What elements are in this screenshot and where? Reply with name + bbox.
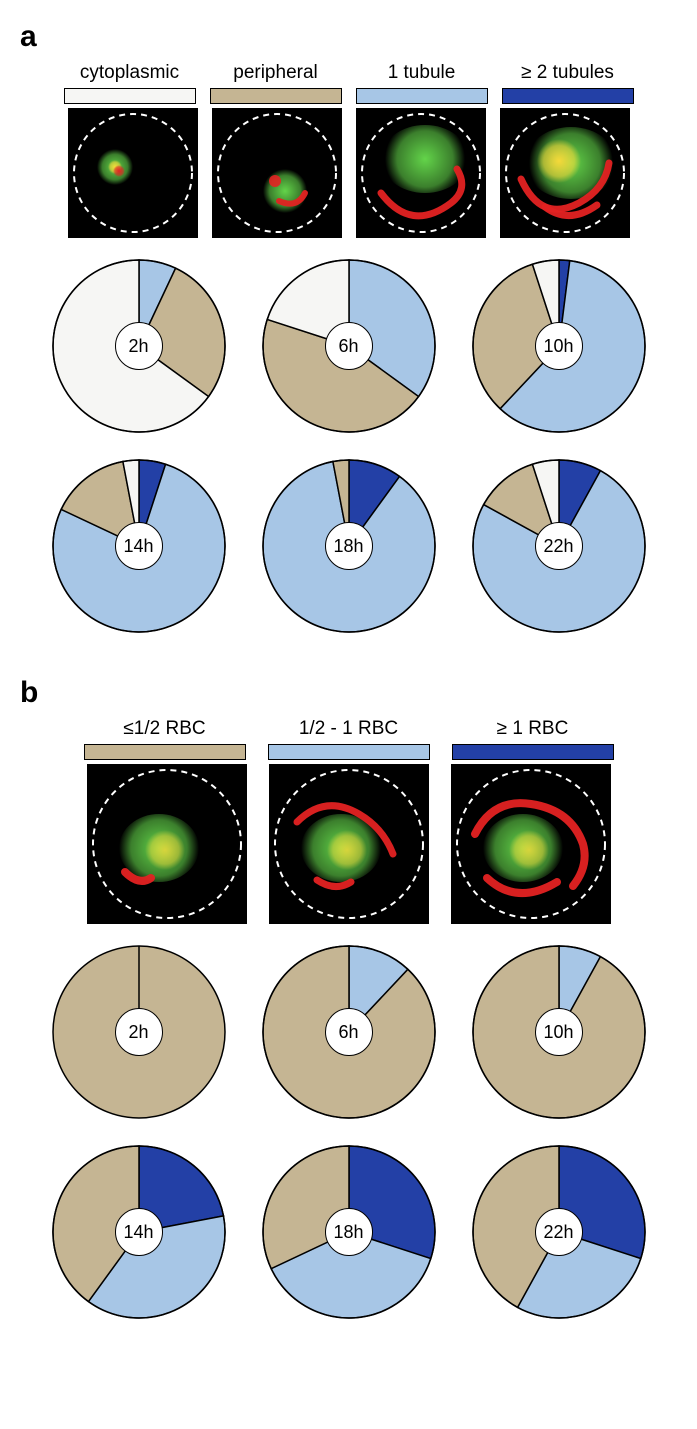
pie-label: 6h (325, 1008, 373, 1056)
legend-label: 1/2 - 1 RBC (299, 718, 398, 740)
microscopy-thumb (451, 764, 611, 924)
pie-label: 2h (115, 322, 163, 370)
pie-chart: 18h (259, 456, 439, 636)
pie-chart: 2h (49, 942, 229, 1122)
legend-swatch (64, 88, 196, 104)
microscopy-thumb (87, 764, 247, 924)
pie-chart: 6h (259, 256, 439, 436)
microscopy-thumb (356, 108, 486, 238)
pie-label: 14h (115, 522, 163, 570)
legend-label: ≤1/2 RBC (123, 718, 205, 740)
pie-label: 14h (115, 1208, 163, 1256)
legend-label: ≥ 1 RBC (497, 718, 569, 740)
pie-chart: 14h (49, 456, 229, 636)
legend-swatch (210, 88, 342, 104)
panel-b: b ≤1/2 RBC 1/2 - 1 RBC ≥ 1 RBC (20, 676, 677, 1322)
legend-swatch (84, 744, 246, 760)
pie-chart: 22h (469, 456, 649, 636)
microscopy-thumb (500, 108, 630, 238)
pie-label: 10h (535, 322, 583, 370)
microscopy-thumb (68, 108, 198, 238)
pie-label: 6h (325, 322, 373, 370)
legend-label: peripheral (233, 62, 318, 84)
microscopy-thumb (212, 108, 342, 238)
legend-swatch (268, 744, 430, 760)
pie-chart: 14h (49, 1142, 229, 1322)
legend-label: 1 tubule (388, 62, 456, 84)
panel-a-pies: 2h 6h 10h 14h 18h 22h (20, 256, 677, 636)
legend-label: ≥ 2 tubules (521, 62, 614, 84)
pie-chart: 6h (259, 942, 439, 1122)
legend-item: peripheral (210, 62, 342, 104)
microscopy-thumb (269, 764, 429, 924)
pie-chart: 22h (469, 1142, 649, 1322)
legend-item: ≥ 1 RBC (452, 718, 614, 760)
pie-chart: 2h (49, 256, 229, 436)
panel-a: a cytoplasmic peripheral 1 tubule ≥ 2 tubul… (20, 20, 677, 636)
legend-label: cytoplasmic (80, 62, 179, 84)
legend-item: ≤1/2 RBC (84, 718, 246, 760)
pie-chart: 10h (469, 256, 649, 436)
legend-swatch (452, 744, 614, 760)
panel-b-thumbs (20, 764, 677, 924)
pie-label: 10h (535, 1008, 583, 1056)
legend-item: 1/2 - 1 RBC (268, 718, 430, 760)
panel-a-legend: cytoplasmic peripheral 1 tubule ≥ 2 tubules (20, 62, 677, 104)
panel-a-thumbs (20, 108, 677, 238)
pie-chart: 18h (259, 1142, 439, 1322)
pie-label: 22h (535, 1208, 583, 1256)
legend-swatch (356, 88, 488, 104)
legend-item: cytoplasmic (64, 62, 196, 104)
pie-label: 18h (325, 1208, 373, 1256)
legend-swatch (502, 88, 634, 104)
pie-label: 2h (115, 1008, 163, 1056)
panel-b-pies: 2h 6h 10h 14h 18h 22h (20, 942, 677, 1322)
legend-item: ≥ 2 tubules (502, 62, 634, 104)
pie-chart: 10h (469, 942, 649, 1122)
legend-item: 1 tubule (356, 62, 488, 104)
panel-b-legend: ≤1/2 RBC 1/2 - 1 RBC ≥ 1 RBC (20, 718, 677, 760)
pie-label: 18h (325, 522, 373, 570)
panel-a-label: a (20, 20, 677, 54)
panel-b-label: b (20, 676, 677, 710)
pie-label: 22h (535, 522, 583, 570)
